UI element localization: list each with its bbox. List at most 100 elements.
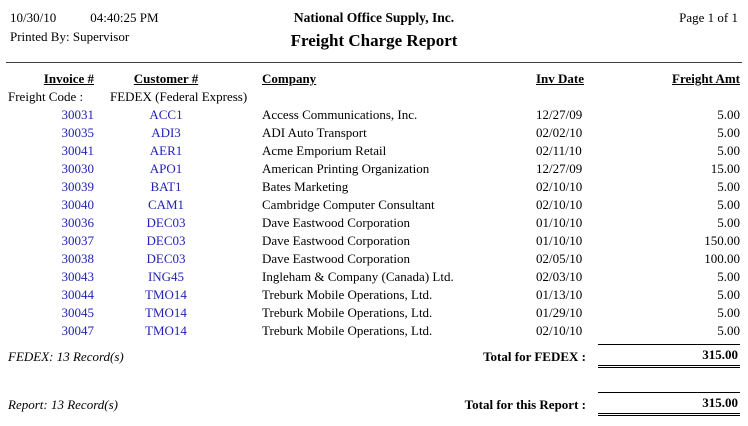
inv-date-cell: 02/11/10 bbox=[536, 143, 582, 158]
inv-date-cell: 02/10/10 bbox=[536, 197, 583, 212]
group-label: Freight Code : bbox=[8, 89, 84, 104]
header-divider bbox=[6, 62, 742, 63]
col-header-freight-amt: Freight Amt bbox=[672, 71, 740, 86]
freight-amt-cell: 5.00 bbox=[717, 197, 740, 212]
freight-amt-cell: 150.00 bbox=[704, 233, 740, 248]
date-time-line: 10/30/10 04:40:25 PM bbox=[10, 10, 159, 26]
table-body: 30031 ACC1 Access Communications, Inc. 1… bbox=[6, 106, 742, 340]
invoice-cell[interactable]: 30039 bbox=[61, 179, 95, 194]
table-row: 30047 TMO14 Treburk Mobile Operations, L… bbox=[6, 322, 742, 340]
company-cell: ADI Auto Transport bbox=[262, 125, 367, 140]
freight-amt-cell: 5.00 bbox=[717, 269, 740, 284]
print-date: 10/30/10 bbox=[10, 10, 57, 25]
report-header: 10/30/10 04:40:25 PM Printed By: Supervis… bbox=[6, 10, 742, 60]
report-total-row: Report: 13 Record(s) Total for this Repo… bbox=[6, 392, 742, 416]
company-cell: Access Communications, Inc. bbox=[262, 107, 418, 122]
freight-amt-cell: 5.00 bbox=[717, 143, 740, 158]
report-total-amount: 315.00 bbox=[598, 392, 740, 416]
company-cell: Acme Emporium Retail bbox=[262, 143, 387, 158]
invoice-cell[interactable]: 30043 bbox=[61, 269, 95, 284]
table-row: 30043 ING45 Ingleham & Company (Canada) … bbox=[6, 268, 742, 286]
company-cell: Cambridge Computer Consultant bbox=[262, 197, 435, 212]
customer-cell[interactable]: CAM1 bbox=[147, 197, 185, 212]
customer-cell[interactable]: TMO14 bbox=[145, 305, 187, 320]
col-header-inv-date: Inv Date bbox=[536, 71, 585, 86]
customer-cell[interactable]: ACC1 bbox=[149, 107, 183, 122]
freight-amt-cell: 5.00 bbox=[717, 305, 740, 320]
invoice-cell[interactable]: 30037 bbox=[61, 233, 95, 248]
customer-cell[interactable]: BAT1 bbox=[150, 179, 182, 194]
page-indicator: Page 1 of 1 bbox=[679, 10, 738, 25]
group-value: FEDEX (Federal Express) bbox=[110, 89, 248, 104]
table-row: 30041 AER1 Acme Emporium Retail 02/11/10… bbox=[6, 142, 742, 160]
invoice-cell[interactable]: 30036 bbox=[61, 215, 95, 230]
company-name: National Office Supply, Inc. bbox=[293, 10, 455, 25]
col-header-customer: Customer # bbox=[133, 71, 199, 86]
inv-date-cell: 02/10/10 bbox=[536, 179, 583, 194]
customer-cell[interactable]: DEC03 bbox=[146, 215, 186, 230]
company-cell: Treburk Mobile Operations, Ltd. bbox=[262, 287, 433, 302]
freight-amt-cell: 5.00 bbox=[717, 125, 740, 140]
invoice-cell[interactable]: 30041 bbox=[61, 143, 95, 158]
invoice-cell[interactable]: 30040 bbox=[61, 197, 95, 212]
freight-amt-cell: 5.00 bbox=[717, 179, 740, 194]
title-block: National Office Supply, Inc. Freight Cha… bbox=[136, 10, 612, 51]
column-header-row: Invoice # Customer # Company Inv Date Fr… bbox=[6, 70, 742, 88]
table-row: 30040 CAM1 Cambridge Computer Consultant… bbox=[6, 196, 742, 214]
table-row: 30038 DEC03 Dave Eastwood Corporation 02… bbox=[6, 250, 742, 268]
company-cell: Treburk Mobile Operations, Ltd. bbox=[262, 323, 433, 338]
group-total-label: Total for FEDEX : bbox=[483, 349, 586, 364]
inv-date-cell: 01/29/10 bbox=[536, 305, 583, 320]
invoice-cell[interactable]: 30044 bbox=[61, 287, 95, 302]
print-info: 10/30/10 04:40:25 PM Printed By: Supervis… bbox=[10, 10, 159, 45]
group-header-row: Freight Code : FEDEX (Federal Express) bbox=[6, 88, 742, 106]
invoice-cell[interactable]: 30035 bbox=[61, 125, 95, 140]
table-row: 30030 APO1 American Printing Organizatio… bbox=[6, 160, 742, 178]
table-row: 30036 DEC03 Dave Eastwood Corporation 01… bbox=[6, 214, 742, 232]
print-time: 04:40:25 PM bbox=[90, 10, 159, 25]
col-header-company: Company bbox=[262, 71, 317, 86]
group-total-row: FEDEX: 13 Record(s) Total for FEDEX : 31… bbox=[6, 344, 742, 368]
freight-amt-cell: 5.00 bbox=[717, 287, 740, 302]
invoice-cell[interactable]: 30030 bbox=[61, 161, 95, 176]
inv-date-cell: 01/13/10 bbox=[536, 287, 583, 302]
freight-amt-cell: 5.00 bbox=[717, 323, 740, 338]
invoice-cell[interactable]: 30038 bbox=[61, 251, 95, 266]
table-row: 30037 DEC03 Dave Eastwood Corporation 01… bbox=[6, 232, 742, 250]
customer-cell[interactable]: TMO14 bbox=[145, 287, 187, 302]
company-cell: Ingleham & Company (Canada) Ltd. bbox=[262, 269, 454, 284]
freight-amt-cell: 15.00 bbox=[710, 161, 740, 176]
table-row: 30039 BAT1 Bates Marketing 02/10/10 5.00 bbox=[6, 178, 742, 196]
invoice-cell[interactable]: 30045 bbox=[61, 305, 95, 320]
report-record-count: Report: 13 Record(s) bbox=[8, 397, 118, 412]
report-total-label: Total for this Report : bbox=[464, 397, 586, 412]
customer-cell[interactable]: ADI3 bbox=[151, 125, 181, 140]
company-cell: Dave Eastwood Corporation bbox=[262, 251, 411, 266]
inv-date-cell: 02/03/10 bbox=[536, 269, 583, 284]
company-cell: Dave Eastwood Corporation bbox=[262, 233, 411, 248]
company-cell: Dave Eastwood Corporation bbox=[262, 215, 411, 230]
customer-cell[interactable]: DEC03 bbox=[146, 233, 186, 248]
invoice-cell[interactable]: 30047 bbox=[61, 323, 95, 338]
customer-cell[interactable]: ING45 bbox=[147, 269, 185, 284]
customer-cell[interactable]: AER1 bbox=[149, 143, 183, 158]
printed-by: Printed By: Supervisor bbox=[10, 29, 130, 44]
customer-cell[interactable]: TMO14 bbox=[145, 323, 187, 338]
inv-date-cell: 01/10/10 bbox=[536, 215, 583, 230]
customer-cell[interactable]: DEC03 bbox=[146, 251, 186, 266]
table-row: 30035 ADI3 ADI Auto Transport 02/02/10 5… bbox=[6, 124, 742, 142]
inv-date-cell: 12/27/09 bbox=[536, 161, 583, 176]
company-cell: Bates Marketing bbox=[262, 179, 349, 194]
inv-date-cell: 12/27/09 bbox=[536, 107, 583, 122]
table-row: 30044 TMO14 Treburk Mobile Operations, L… bbox=[6, 286, 742, 304]
customer-cell[interactable]: APO1 bbox=[149, 161, 183, 176]
freight-amt-cell: 5.00 bbox=[717, 107, 740, 122]
invoice-cell[interactable]: 30031 bbox=[61, 107, 95, 122]
company-cell: American Printing Organization bbox=[262, 161, 430, 176]
company-cell: Treburk Mobile Operations, Ltd. bbox=[262, 305, 433, 320]
inv-date-cell: 01/10/10 bbox=[536, 233, 583, 248]
inv-date-cell: 02/10/10 bbox=[536, 323, 583, 338]
col-header-invoice: Invoice # bbox=[43, 71, 94, 86]
freight-amt-cell: 100.00 bbox=[704, 251, 740, 266]
